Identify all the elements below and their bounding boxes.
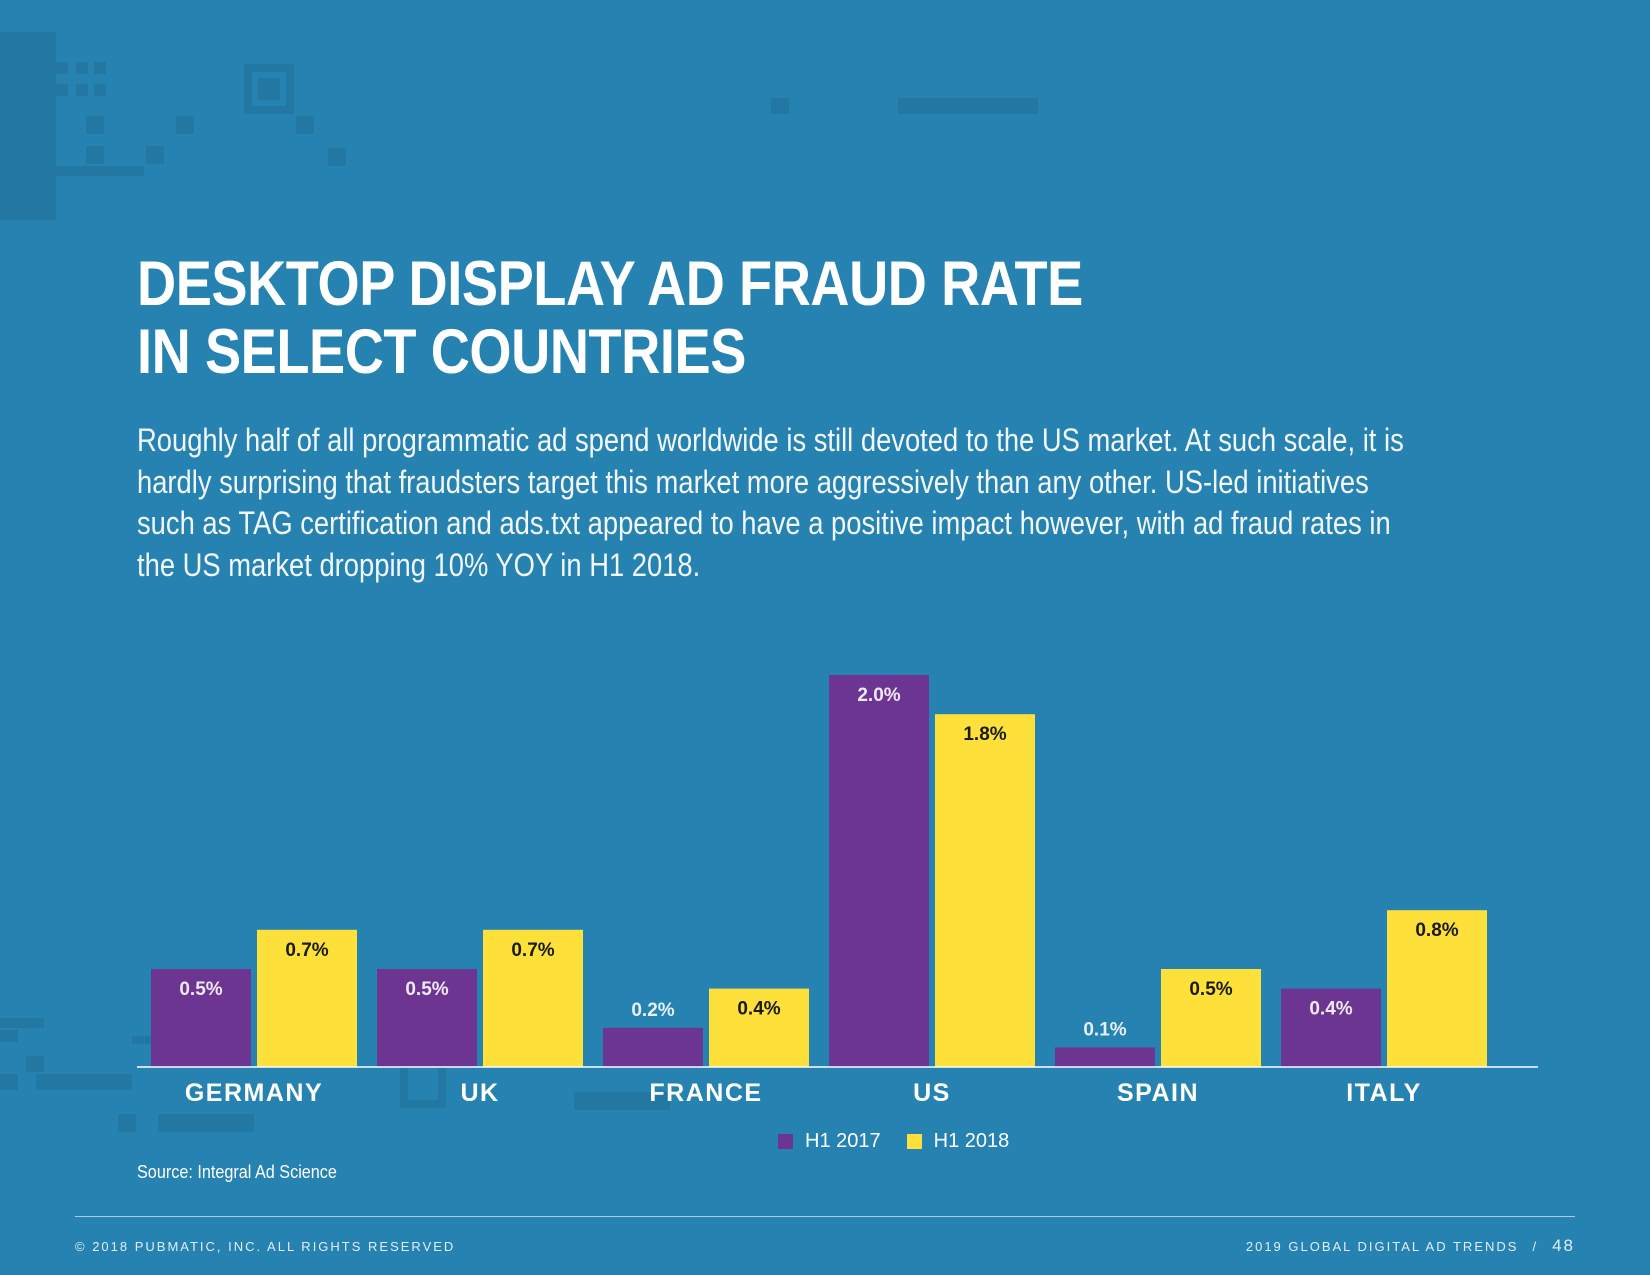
decor-block [56,62,68,74]
bar-spain-h1-2018 [1161,969,1261,1067]
legend-label-h1-2018: H1 2018 [933,1130,1010,1152]
bar-italy-h1-2018 [1387,910,1487,1067]
legend-item-h1-2017: H1 2017 [778,1130,881,1153]
bar-france-h1-2017 [603,1027,703,1067]
data-label-italy-h1-2017: 0.4% [1309,999,1352,1020]
category-label-germany: GERMANY [185,1079,323,1107]
category-label-uk: UK [460,1079,499,1107]
decor-block [296,116,314,134]
legend-item-h1-2018: H1 2018 [906,1130,1010,1153]
category-label-italy: ITALY [1346,1079,1422,1107]
data-label-france-h1-2017: 0.2% [631,1000,674,1021]
legend-label-h1-2017: H1 2017 [805,1130,881,1152]
decor-block [56,166,144,176]
decor-block [56,84,68,96]
data-label-spain-h1-2018: 0.5% [1189,979,1232,1000]
decor-block [86,116,104,134]
decor-block [898,98,1038,114]
decor-block [0,1018,44,1028]
decor-block [146,146,164,164]
category-label-us: US [913,1079,951,1107]
decor-block [0,32,56,220]
decor-block [94,62,106,74]
intro-paragraph: Roughly half of all programmatic ad spen… [137,422,1404,583]
bar-france-h1-2018 [709,988,809,1067]
page-number: 48 [1552,1236,1575,1255]
data-label-germany-h1-2017: 0.5% [179,979,222,1000]
chart-legend: H1 2017 H1 2018 [778,1130,1009,1153]
bar-spain-h1-2017 [1055,1047,1155,1067]
bar-us-h1-2018 [935,714,1035,1067]
footer-divider [75,1216,1575,1217]
bar-italy-h1-2017 [1281,988,1381,1067]
data-label-france-h1-2018: 0.4% [737,999,780,1020]
bar-uk-h1-2017 [377,969,477,1067]
decor-block [86,146,104,164]
footer-report: 2019 GLOBAL DIGITAL AD TRENDS / 48 [1246,1236,1575,1256]
decor-block [76,84,88,96]
decor-block [118,1114,136,1132]
data-label-us-h1-2018: 1.8% [963,724,1006,745]
page-title: DESKTOP DISPLAY AD FRAUD RATE IN SELECT … [137,250,1195,386]
category-label-spain: SPAIN [1117,1079,1199,1107]
legend-swatch-h1-2017 [778,1134,793,1149]
data-label-us-h1-2017: 2.0% [857,685,900,706]
decor-block [0,1074,18,1090]
bar-germany-h1-2018 [257,929,357,1067]
data-label-uk-h1-2017: 0.5% [405,979,448,1000]
title-line-2: IN SELECT COUNTRIES [137,317,746,387]
bar-chart: 0.5% 0.7% GERMANY 0.5% 0.7% UK 0.2% 0.4% FRANCE 2… [137,675,1538,1107]
decor-block [94,84,106,96]
data-label-germany-h1-2018: 0.7% [285,940,328,961]
bar-germany-h1-2017 [151,969,251,1067]
decor-square [244,64,294,114]
data-label-italy-h1-2018: 0.8% [1415,920,1458,941]
decor-block [158,1114,254,1132]
bar-uk-h1-2018 [483,929,583,1067]
footer-separator: / [1532,1239,1539,1254]
title-line-1: DESKTOP DISPLAY AD FRAUD RATE [137,249,1083,319]
footer-copyright: © 2018 PUBMATIC, INC. ALL RIGHTS RESERVE… [75,1239,456,1254]
decor-block [176,116,194,134]
data-label-spain-h1-2017: 0.1% [1083,1019,1126,1040]
decor-block [771,98,789,114]
decor-block [76,62,88,74]
decor-block [0,1030,18,1042]
decor-block [132,1036,154,1044]
decor-block [26,1056,44,1072]
legend-swatch-h1-2018 [906,1134,922,1149]
decor-block [258,78,280,100]
data-label-uk-h1-2018: 0.7% [511,940,554,961]
decor-block [328,148,346,166]
source-note: Source: Integral Ad Science [137,1162,337,1182]
bar-us-h1-2017 [829,675,929,1067]
footer-report-title: 2019 GLOBAL DIGITAL AD TRENDS [1245,1239,1519,1254]
decor-block [574,1092,670,1110]
category-label-france: FRANCE [649,1079,762,1107]
decor-block [36,1074,132,1090]
